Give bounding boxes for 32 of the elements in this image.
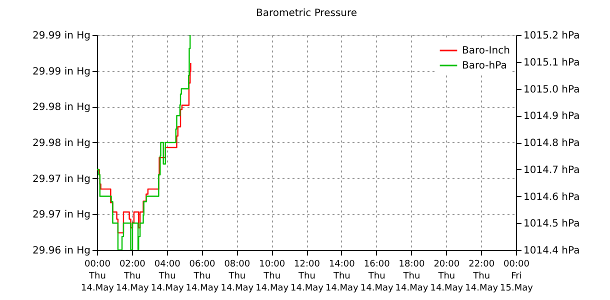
chart-title: Barometric Pressure (256, 8, 358, 19)
x-tick-label: 04:00 Thu 14.May (150, 260, 184, 294)
y-tick-label: 29.97 in Hg (32, 210, 90, 221)
y2-tick-label: 1015.1 hPa (524, 57, 580, 68)
y-tick-label: 29.99 in Hg (32, 66, 90, 78)
x-tick-label: 10:00 Thu 14.May (256, 260, 290, 294)
x-tick-label: 06:00 Thu 14.May (186, 260, 220, 294)
x-tick-label: 16:00 Thu 14.May (360, 260, 394, 294)
y-tick-label: 29.97 in Hg (32, 174, 90, 185)
x-tick-label: 02:00 Thu 14.May (116, 260, 150, 294)
y-tick-label: 29.96 in Hg (32, 246, 90, 256)
y2-tick-label: 1014.7 hPa (524, 164, 580, 176)
y2-tick-label: 1014.6 hPa (524, 192, 580, 203)
y2-tick-label: 1014.4 hPa (524, 246, 580, 256)
x-tick-label: 22:00 Thu 14.May (465, 260, 499, 294)
y2-tick-label: 1014.8 hPa (524, 138, 580, 149)
legend-label: Baro-Inch (462, 46, 510, 56)
y-tick-label: 29.98 in Hg (32, 138, 90, 149)
x-tick-label: 00:00 Thu 14.May (81, 260, 115, 294)
y2-tick-label: 1015.0 hPa (524, 84, 580, 96)
x-tick-label: 12:00 Thu 14.May (290, 260, 324, 294)
x-tick-label: 18:00 Thu 14.May (395, 260, 429, 294)
x-tick-label: 14:00 Thu 14.May (325, 260, 360, 294)
y2-tick-label: 1015.2 hPa (524, 30, 580, 42)
y2-tick-label: 1014.5 hPa (524, 218, 580, 230)
x-tick-label: 20:00 Thu 14.May (430, 260, 464, 294)
x-tick-label: 08:00 Thu 14.May (220, 260, 254, 294)
y-tick-label: 29.98 in Hg (32, 102, 90, 114)
y-tick-label: 29.99 in Hg (32, 30, 90, 42)
y2-tick-label: 1014.9 hPa (524, 111, 580, 122)
legend-label: Baro-hPa (462, 60, 507, 72)
x-tick-label: 00:00 Fri 15.May (500, 260, 534, 294)
